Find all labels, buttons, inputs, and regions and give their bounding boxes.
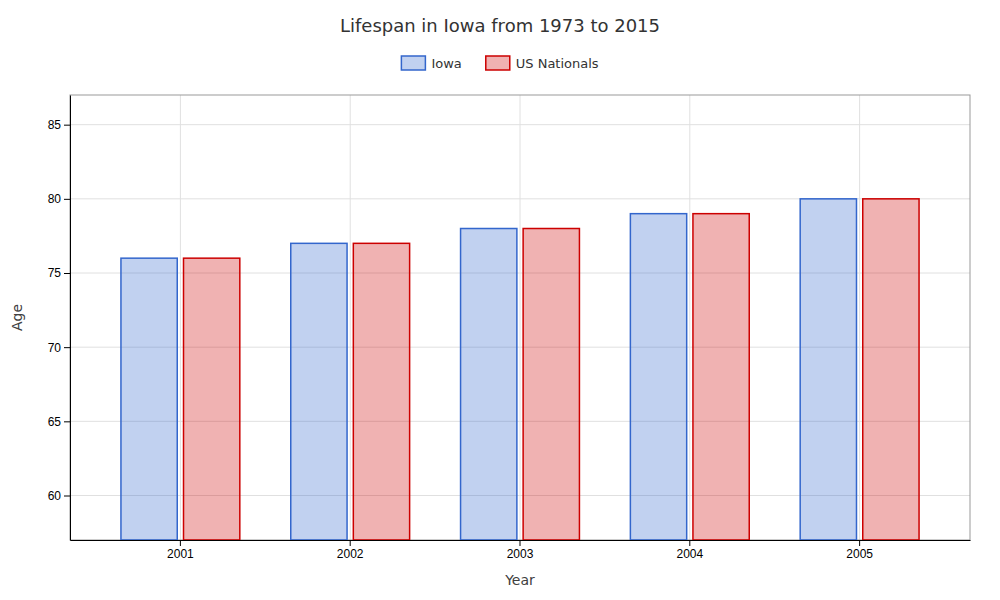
bar-series	[184, 199, 920, 540]
bar	[800, 199, 856, 540]
grid-line	[180, 95, 181, 540]
tick: 2001	[167, 540, 194, 561]
tick: 75	[48, 266, 70, 280]
plot: 2001 2002 2003 2004 2005 60 65 70 75 80 85	[48, 95, 971, 561]
legend-item: Iowa	[401, 56, 461, 71]
tick-mark	[689, 540, 690, 546]
tick-label: 65	[48, 415, 62, 429]
tick-mark	[350, 540, 351, 546]
tick-mark	[64, 421, 70, 422]
legend-swatch	[401, 56, 425, 70]
tick: 85	[48, 118, 70, 132]
bar	[184, 258, 240, 540]
tick-label: 85	[48, 118, 62, 132]
tick-label: 2003	[507, 547, 534, 561]
tick-label: 60	[48, 489, 62, 503]
x-axis-title: Year	[504, 572, 535, 588]
legend-item: US Nationals	[486, 56, 599, 71]
tick-mark	[859, 540, 860, 546]
tick-label: 75	[48, 266, 62, 280]
legend: Iowa US Nationals	[401, 56, 598, 71]
tick: 2002	[337, 540, 364, 561]
tick-mark	[64, 273, 70, 274]
tick: 2003	[507, 540, 534, 561]
bar	[291, 243, 347, 540]
bar	[693, 214, 749, 540]
tick-mark	[64, 496, 70, 497]
tick-mark	[180, 540, 181, 546]
grid	[70, 95, 970, 540]
tick-label: 2001	[167, 547, 194, 561]
legend-label: US Nationals	[516, 56, 599, 71]
tick-mark	[64, 347, 70, 348]
bar	[461, 229, 517, 541]
plot-frame	[70, 95, 970, 540]
tick-mark	[64, 125, 70, 126]
tick: 2005	[846, 540, 873, 561]
tick: 65	[48, 415, 70, 429]
tick: 60	[48, 489, 70, 503]
tick-mark	[520, 540, 521, 546]
tick: 2004	[676, 540, 703, 561]
tick-label: 70	[48, 341, 62, 355]
grid-line	[520, 95, 521, 540]
bar	[863, 199, 919, 540]
x-axis: 2001 2002 2003 2004 2005	[71, 540, 971, 561]
tick-label: 2002	[337, 547, 364, 561]
legend-label: Iowa	[431, 56, 461, 71]
grid-line	[350, 95, 351, 540]
y-axis: 60 65 70 75 80 85	[48, 96, 71, 541]
axis-line	[70, 96, 71, 541]
tick: 70	[48, 341, 70, 355]
bars	[121, 199, 919, 540]
tick-label: 2005	[846, 547, 873, 561]
tick-mark	[64, 199, 70, 200]
bar	[523, 229, 579, 541]
bar	[121, 258, 177, 540]
grid-line	[859, 95, 860, 540]
tick: 80	[48, 192, 70, 206]
bar	[630, 214, 686, 540]
title: Lifespan in Iowa from 1973 to 2015	[340, 15, 660, 36]
bar	[353, 243, 409, 540]
chart: 2001 2002 2003 2004 2005 60 65 70 75 80 85 Year Age L…	[0, 0, 1000, 600]
bar-series	[121, 199, 857, 540]
legend-swatch	[486, 56, 510, 70]
y-axis-title: Age	[9, 304, 25, 331]
tick-label: 2004	[676, 547, 703, 561]
grid-line	[689, 95, 690, 540]
tick-label: 80	[48, 192, 62, 206]
